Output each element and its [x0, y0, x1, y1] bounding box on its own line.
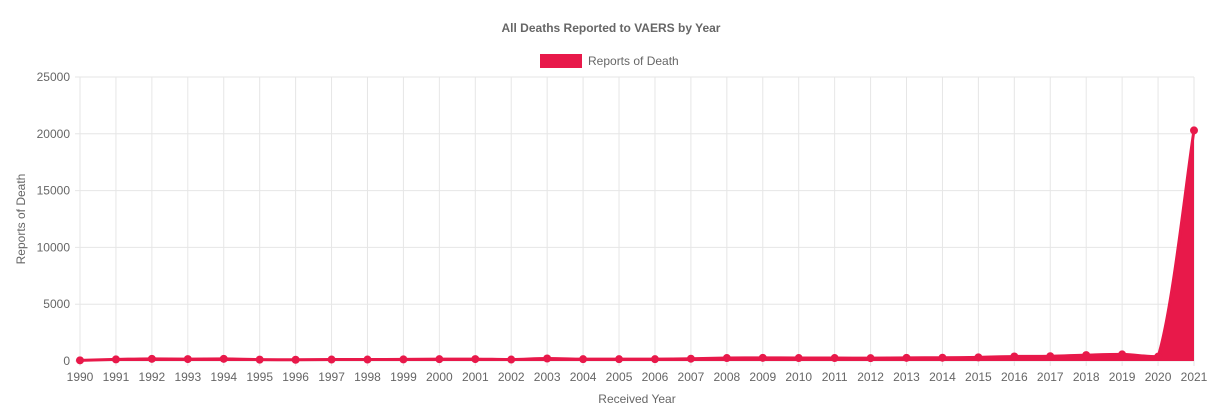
- data-point-2008[interactable]: [722, 354, 731, 363]
- data-point-2000[interactable]: [435, 355, 444, 364]
- x-tick-label: 2019: [1109, 370, 1136, 384]
- x-tick-label: 2012: [857, 370, 884, 384]
- data-point-2012[interactable]: [866, 354, 875, 363]
- data-point-2001[interactable]: [471, 355, 480, 364]
- data-point-1997[interactable]: [327, 355, 336, 364]
- data-point-1996[interactable]: [291, 355, 300, 364]
- data-point-2020[interactable]: [1154, 352, 1163, 361]
- y-tick-label: 15000: [37, 184, 71, 198]
- y-tick-label: 5000: [43, 297, 70, 311]
- x-tick-label: 2005: [606, 370, 633, 384]
- x-tick-label: 1997: [318, 370, 345, 384]
- x-tick-label: 1998: [354, 370, 381, 384]
- data-point-2015[interactable]: [974, 353, 983, 362]
- x-tick-label: 2017: [1037, 370, 1064, 384]
- x-tick-label: 2021: [1181, 370, 1208, 384]
- data-point-2010[interactable]: [794, 354, 803, 363]
- y-axis-ticks: 0 5000 10000 15000 20000 25000: [37, 70, 71, 368]
- x-tick-label: 2011: [822, 370, 848, 384]
- x-tick-label: 1990: [67, 370, 94, 384]
- data-point-2021[interactable]: [1190, 126, 1198, 135]
- y-tick-label: 10000: [37, 240, 71, 254]
- data-point-1991[interactable]: [111, 355, 120, 364]
- x-tick-label: 1992: [139, 370, 166, 384]
- x-tick-label: 2015: [965, 370, 992, 384]
- x-tick-label: 2016: [1001, 370, 1028, 384]
- data-point-1993[interactable]: [183, 355, 192, 364]
- data-point-1995[interactable]: [255, 355, 264, 364]
- y-tick-label: 25000: [37, 70, 71, 84]
- data-point-2013[interactable]: [902, 353, 911, 362]
- y-axis-title: Reports of Death: [14, 174, 28, 265]
- x-tick-label: 1996: [282, 370, 309, 384]
- x-tick-label: 2003: [534, 370, 561, 384]
- x-tick-label: 2000: [426, 370, 453, 384]
- x-tick-label: 2018: [1073, 370, 1100, 384]
- data-point-2017[interactable]: [1046, 352, 1055, 361]
- x-tick-label: 2004: [570, 370, 597, 384]
- x-tick-label: 2009: [749, 370, 776, 384]
- x-axis-title: Received Year: [598, 392, 675, 406]
- data-point-1994[interactable]: [219, 354, 228, 363]
- data-point-2005[interactable]: [615, 355, 624, 364]
- x-axis-ticks: 1990 1991 1992 1993 1994 1995 1996 1997 1998 1999…: [67, 370, 1208, 384]
- x-tick-label: 2014: [929, 370, 956, 384]
- data-point-2016[interactable]: [1010, 352, 1019, 361]
- x-tick-label: 2002: [498, 370, 525, 384]
- y-tick-label: 20000: [37, 127, 71, 141]
- data-point-1990[interactable]: [76, 356, 84, 365]
- x-tick-label: 2010: [785, 370, 812, 384]
- data-point-2011[interactable]: [830, 354, 839, 363]
- data-points: [76, 126, 1198, 365]
- data-point-2002[interactable]: [507, 355, 516, 364]
- data-point-1992[interactable]: [147, 354, 156, 363]
- plot-area: [79, 130, 1196, 362]
- data-point-1999[interactable]: [399, 355, 408, 364]
- x-tick-label: 1994: [210, 370, 237, 384]
- data-point-2014[interactable]: [938, 353, 947, 362]
- x-tick-label: 1999: [390, 370, 417, 384]
- data-point-2018[interactable]: [1082, 351, 1091, 360]
- series-area: [80, 130, 1194, 361]
- series-line: [79, 130, 1196, 362]
- data-point-1998[interactable]: [363, 355, 372, 364]
- data-point-2006[interactable]: [650, 355, 659, 364]
- legend[interactable]: Reports of Death: [540, 54, 679, 68]
- data-point-2004[interactable]: [579, 355, 588, 364]
- x-tick-label: 2013: [893, 370, 920, 384]
- x-tick-label: 2001: [462, 370, 489, 384]
- legend-label: Reports of Death: [588, 54, 679, 68]
- x-tick-label: 2007: [678, 370, 705, 384]
- grid: [75, 76, 1195, 366]
- x-tick-label: 2020: [1145, 370, 1172, 384]
- x-tick-label: 1993: [174, 370, 201, 384]
- data-point-2009[interactable]: [758, 353, 767, 362]
- data-point-2007[interactable]: [686, 354, 695, 363]
- x-tick-label: 1991: [103, 370, 130, 384]
- x-tick-label: 2006: [642, 370, 669, 384]
- x-tick-label: 2008: [713, 370, 740, 384]
- chart-title: All Deaths Reported to VAERS by Year: [502, 21, 721, 35]
- y-tick-label: 0: [63, 354, 70, 368]
- legend-swatch: [540, 54, 582, 68]
- x-tick-label: 1995: [246, 370, 273, 384]
- data-point-2003[interactable]: [543, 354, 552, 363]
- data-point-2019[interactable]: [1118, 350, 1127, 359]
